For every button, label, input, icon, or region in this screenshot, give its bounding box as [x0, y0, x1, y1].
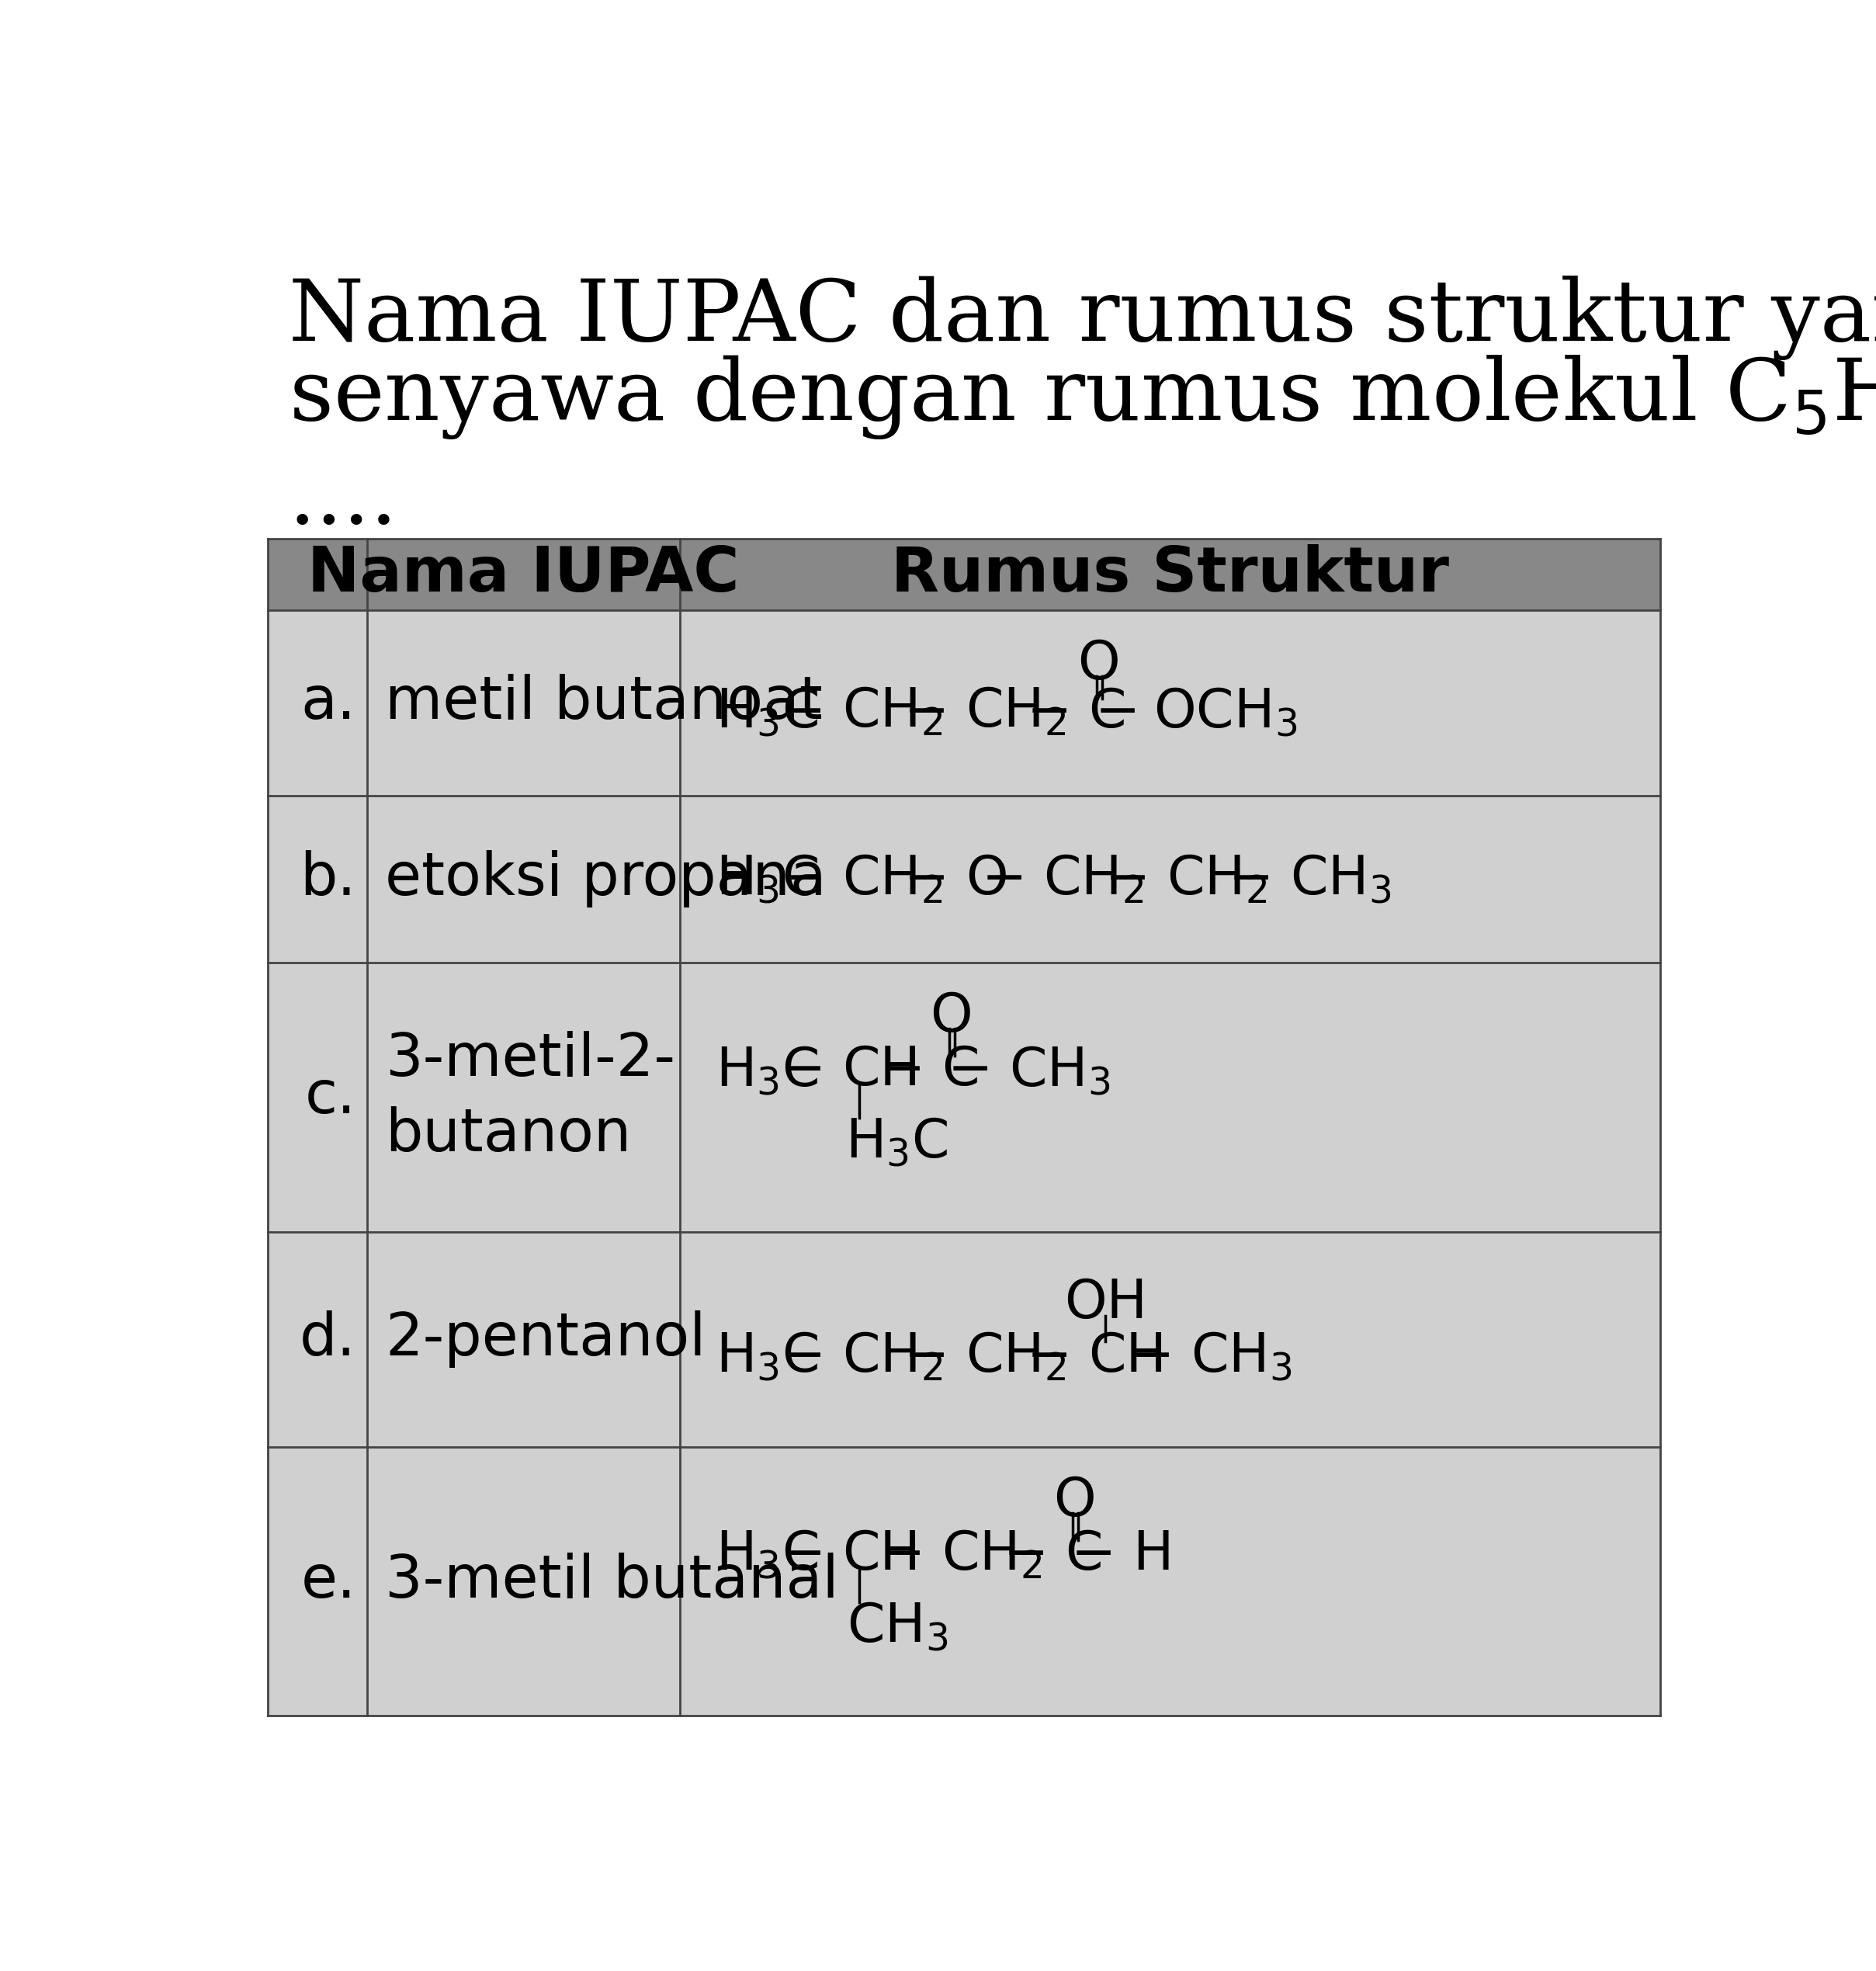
- Text: CH: CH: [842, 1529, 921, 1581]
- Text: CH$_3$: CH$_3$: [1009, 1045, 1111, 1096]
- Text: Rumus Struktur: Rumus Struktur: [891, 544, 1448, 605]
- Text: Nama IUPAC dan rumus struktur yang tepat dari: Nama IUPAC dan rumus struktur yang tepat…: [289, 276, 1876, 361]
- Bar: [268, 1232, 1660, 1447]
- Text: −: −: [1004, 1529, 1049, 1581]
- Text: −: −: [1096, 686, 1141, 737]
- Text: CH$_2$: CH$_2$: [842, 853, 942, 905]
- Text: −: −: [880, 1529, 925, 1581]
- Text: −: −: [947, 1045, 992, 1096]
- Text: −: −: [904, 686, 949, 737]
- Text: CH$_2$: CH$_2$: [966, 1330, 1066, 1384]
- Text: ....: ....: [289, 457, 398, 540]
- Text: CH: CH: [1088, 1330, 1167, 1382]
- Text: etoksi propana: etoksi propana: [385, 850, 825, 909]
- Text: −: −: [780, 1045, 825, 1096]
- Text: H$_3$C: H$_3$C: [844, 1116, 947, 1169]
- Text: −: −: [1229, 853, 1274, 905]
- Text: c.: c.: [304, 1068, 356, 1125]
- Text: H$_3$C: H$_3$C: [717, 1528, 818, 1581]
- Text: OH: OH: [1064, 1277, 1146, 1328]
- Text: O: O: [930, 991, 974, 1043]
- Text: CH: CH: [842, 1045, 921, 1096]
- Text: metil butanoat: metil butanoat: [385, 674, 822, 731]
- Text: e.: e.: [300, 1553, 356, 1610]
- Text: CH$_2$: CH$_2$: [1167, 853, 1268, 905]
- Text: senyawa dengan rumus molekul C$_5$H$_{10}$O$_2$ adalah: senyawa dengan rumus molekul C$_5$H$_{10…: [289, 353, 1876, 442]
- Text: −: −: [904, 853, 949, 905]
- Text: −: −: [1129, 1330, 1174, 1382]
- Text: −: −: [780, 686, 825, 737]
- Text: H$_3$C: H$_3$C: [717, 686, 818, 739]
- Text: CH$_2$: CH$_2$: [842, 1330, 942, 1384]
- Text: CH$_2$: CH$_2$: [942, 1528, 1041, 1581]
- Text: −: −: [1105, 853, 1150, 905]
- Text: 3-metil-2-
butanon: 3-metil-2- butanon: [385, 1031, 675, 1163]
- Text: O: O: [966, 853, 1007, 905]
- Text: −: −: [981, 853, 1026, 905]
- Text: −: −: [1026, 1330, 1073, 1382]
- Bar: [268, 611, 1660, 796]
- Text: −: −: [1071, 1529, 1116, 1581]
- Bar: [268, 796, 1660, 962]
- Text: C: C: [942, 1045, 979, 1096]
- Text: −: −: [1026, 686, 1073, 737]
- Text: a.: a.: [300, 674, 356, 731]
- Text: CH$_3$: CH$_3$: [846, 1600, 947, 1652]
- Text: C: C: [1088, 686, 1126, 737]
- Text: 2-pentanol: 2-pentanol: [385, 1311, 705, 1368]
- Text: H: H: [1133, 1529, 1172, 1581]
- Text: −: −: [780, 1330, 825, 1382]
- Text: d.: d.: [300, 1311, 356, 1368]
- Text: O: O: [1054, 1474, 1096, 1528]
- Text: OCH$_3$: OCH$_3$: [1154, 686, 1298, 739]
- Bar: [268, 538, 1660, 1717]
- Text: CH$_2$: CH$_2$: [966, 686, 1066, 739]
- Text: CH$_2$: CH$_2$: [1043, 853, 1144, 905]
- Text: H$_3$C: H$_3$C: [717, 1045, 818, 1096]
- Text: −: −: [780, 853, 825, 905]
- Text: 3-metil butanal: 3-metil butanal: [385, 1553, 839, 1610]
- Text: −: −: [780, 1529, 825, 1581]
- Text: H$_3$C: H$_3$C: [717, 1330, 818, 1384]
- Bar: [268, 962, 1660, 1232]
- Bar: [268, 538, 1660, 611]
- Text: H$_3$C: H$_3$C: [717, 853, 818, 905]
- Text: −: −: [880, 1045, 925, 1096]
- Text: b.: b.: [300, 850, 356, 909]
- Text: O: O: [1077, 639, 1120, 690]
- Bar: [268, 1447, 1660, 1717]
- Text: CH$_3$: CH$_3$: [1291, 853, 1392, 905]
- Text: C: C: [1064, 1529, 1103, 1581]
- Text: CH$_3$: CH$_3$: [1191, 1330, 1293, 1384]
- Text: Nama IUPAC: Nama IUPAC: [308, 544, 739, 605]
- Text: −: −: [904, 1330, 949, 1382]
- Text: CH$_2$: CH$_2$: [842, 686, 942, 739]
